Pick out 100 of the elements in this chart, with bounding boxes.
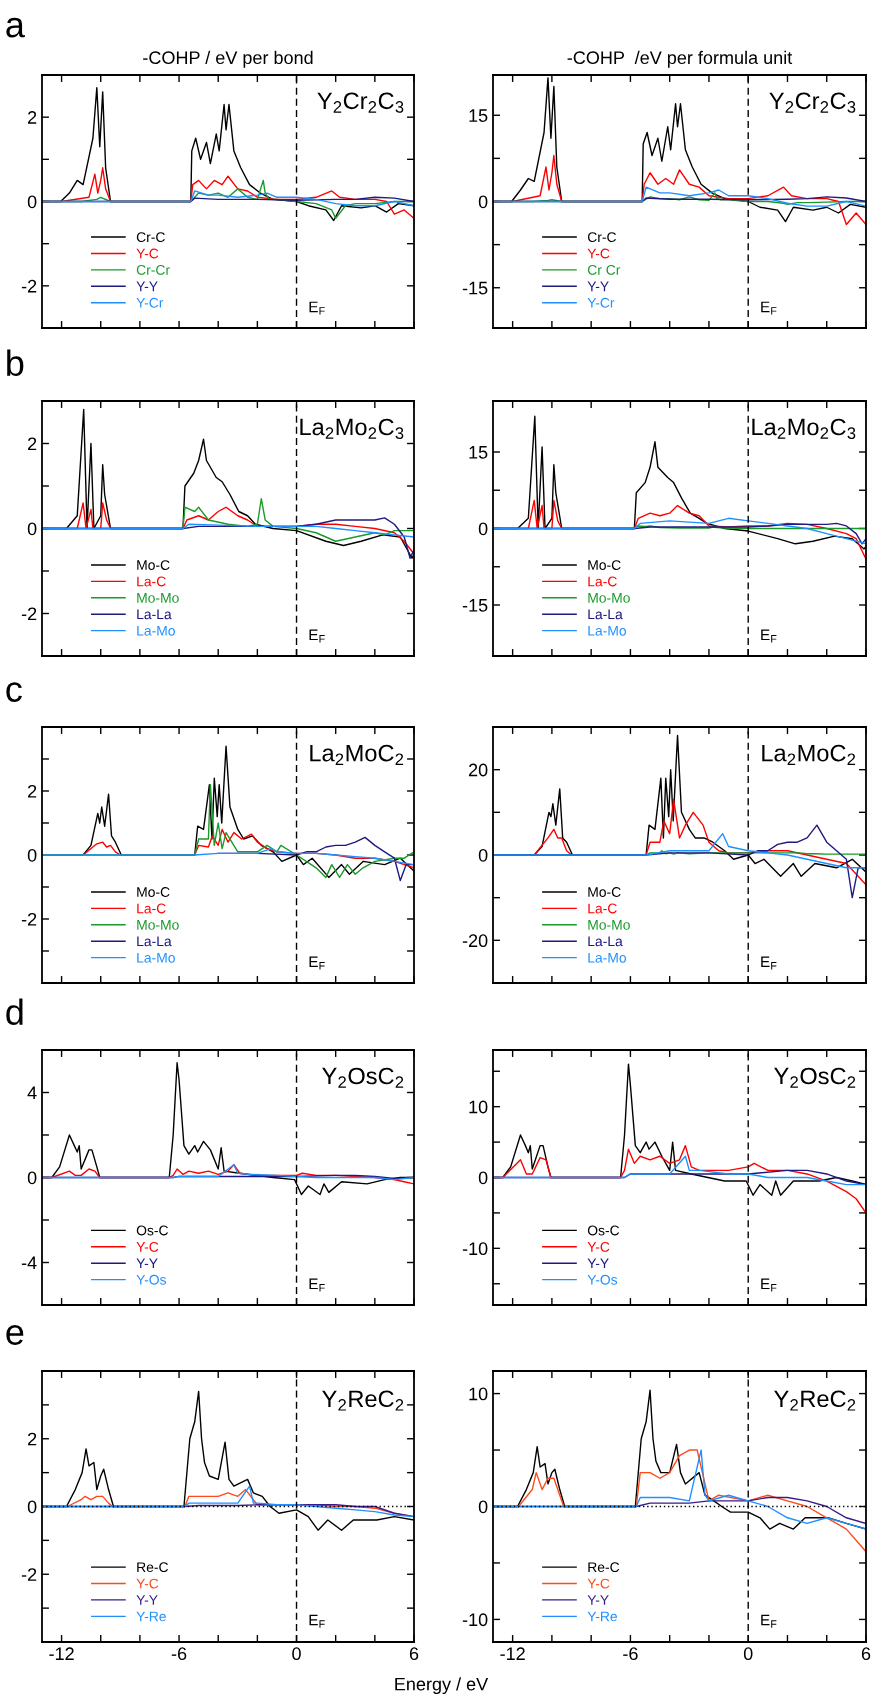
x-tick-label: 6 xyxy=(409,1647,419,1661)
y-tick-label: 2 xyxy=(28,784,37,798)
legend-label: Y-Os xyxy=(136,1274,167,1285)
y-tick-label: -2 xyxy=(21,1568,37,1581)
legend-label: Y-C xyxy=(136,1241,159,1252)
legend-label: Y-Re xyxy=(587,1611,617,1622)
x-axis-title: Energy / eV xyxy=(395,1677,489,1695)
y-tick-label: 2 xyxy=(28,1432,37,1446)
legend-label: La-C xyxy=(137,576,166,587)
legend-label: La-La xyxy=(137,936,172,947)
legend-label: Y-C xyxy=(587,248,610,259)
ref-line-label: E$_{F}$ xyxy=(309,956,325,970)
legend-label: Mo-Mo xyxy=(588,593,630,603)
chart-title: -COHP / eV per bond xyxy=(143,50,313,68)
y-tick-label: 10 xyxy=(469,1387,488,1401)
y-tick-label: 0 xyxy=(27,522,37,536)
legend-label: Cr Cr xyxy=(587,265,621,275)
ref-line-label: E$_{F}$ xyxy=(309,629,325,643)
legend-label: Mo-C xyxy=(588,560,621,570)
y-tick-label: 2 xyxy=(28,437,37,451)
ref-line-label: E$_{F}$ xyxy=(761,1614,777,1628)
ref-line-label: E$_{F}$ xyxy=(761,629,777,643)
legend-label: Re-C xyxy=(588,1562,620,1573)
legend-label: Cr-Cr xyxy=(136,265,170,275)
ref-line-label: E$_{F}$ xyxy=(309,1278,325,1292)
y-tick-label: 4 xyxy=(27,1086,37,1100)
y-tick-label: 15 xyxy=(469,446,488,459)
ref-line-label: E$_{F}$ xyxy=(309,301,325,315)
annotation: La$_{2}$Mo$_{2}$C$_{3}$ xyxy=(752,418,856,440)
y-tick-label: 0 xyxy=(478,1500,488,1514)
legend-label: La-C xyxy=(588,903,617,914)
y-tick-label: 2 xyxy=(28,111,37,124)
text: a xyxy=(6,17,25,38)
text: e xyxy=(6,1325,24,1345)
legend-label: Mo-Mo xyxy=(137,920,179,930)
x-tick-label: -6 xyxy=(623,1647,638,1661)
legend-label: Y-Y xyxy=(136,1258,158,1269)
legend-label: La-Mo xyxy=(588,952,627,963)
text: b xyxy=(7,349,24,377)
y-tick-label: -15 xyxy=(462,281,488,295)
x-tick-label: -12 xyxy=(49,1647,74,1660)
legend-label: Os-C xyxy=(136,1225,169,1236)
y-tick-label: 0 xyxy=(478,848,488,862)
ref-line-label: E$_{F}$ xyxy=(761,301,777,315)
legend-label: Cr-C xyxy=(587,232,617,243)
y-tick-label: 0 xyxy=(27,1500,37,1514)
legend-label: La-La xyxy=(588,936,623,947)
text: c xyxy=(6,682,22,702)
legend-label: Y-Os xyxy=(587,1274,618,1285)
legend-label: La-Mo xyxy=(137,625,175,636)
y-tick-label: 0 xyxy=(478,195,488,209)
legend-label: Mo-C xyxy=(137,560,170,570)
y-tick-label: -10 xyxy=(462,1613,488,1627)
legend-label: Y-C xyxy=(587,1241,610,1252)
legend-label: Y-Re xyxy=(136,1611,166,1622)
legend-label: Mo-Mo xyxy=(588,920,630,930)
annotation: La$_{2}$Mo$_{2}$C$_{3}$ xyxy=(300,418,404,440)
ref-line-label: E$_{F}$ xyxy=(761,956,777,970)
legend-label: La-Mo xyxy=(588,625,627,636)
annotation: Y$_{2}$Cr$_{2}$C$_{3}$ xyxy=(769,92,856,113)
ref-line-label: E$_{F}$ xyxy=(761,1278,777,1292)
annotation: La$_{2}$MoC$_{2}$ xyxy=(762,744,856,765)
annotation: Y$_{2}$ReC$_{2}$ xyxy=(774,1390,856,1411)
annotation: Y$_{2}$ReC$_{2}$ xyxy=(322,1390,404,1411)
legend-label: Y-C xyxy=(136,1578,159,1589)
y-tick-label: 15 xyxy=(469,109,488,122)
legend-label: Y-Y xyxy=(587,281,609,292)
legend-label: Os-C xyxy=(587,1225,620,1236)
y-tick-label: -2 xyxy=(21,607,37,621)
legend-label: Mo-C xyxy=(588,887,621,897)
y-tick-label: 10 xyxy=(469,1100,488,1114)
ref-line-label: E$_{F}$ xyxy=(309,1614,325,1628)
y-tick-label: 20 xyxy=(468,763,488,777)
y-tick-label: 0 xyxy=(27,848,37,862)
annotation: Y$_{2}$OsC$_{2}$ xyxy=(774,1067,856,1088)
x-tick-label: 0 xyxy=(743,1647,753,1661)
x-tick-label: 6 xyxy=(861,1647,871,1661)
y-tick-label: -20 xyxy=(462,934,488,948)
legend-label: Y-Y xyxy=(136,1595,158,1605)
legend-label: Y-Y xyxy=(587,1595,609,1605)
legend-label: Y-Y xyxy=(136,281,158,292)
legend-label: La-C xyxy=(588,576,617,587)
y-tick-label: 0 xyxy=(478,1171,488,1185)
y-tick-label: -2 xyxy=(21,279,37,293)
annotation: Y$_{2}$OsC$_{2}$ xyxy=(322,1067,404,1088)
legend-label: La-Mo xyxy=(137,952,175,963)
legend-label: Mo-C xyxy=(137,887,170,897)
legend-label: Cr-C xyxy=(136,232,165,243)
legend-label: Mo-Mo xyxy=(137,593,179,603)
y-tick-label: -15 xyxy=(462,599,488,612)
legend-label: Y-Cr xyxy=(587,297,615,308)
legend-label: La-La xyxy=(137,609,172,620)
x-tick-label: 0 xyxy=(292,1647,301,1661)
legend-label: Y-Cr xyxy=(136,297,164,308)
y-tick-label: -2 xyxy=(21,912,37,926)
y-tick-label: -4 xyxy=(21,1256,37,1270)
text: d xyxy=(6,998,23,1026)
y-tick-label: -10 xyxy=(462,1242,488,1256)
annotation: Y$_{2}$Cr$_{2}$C$_{3}$ xyxy=(317,92,404,113)
legend-label: La-La xyxy=(588,609,623,620)
